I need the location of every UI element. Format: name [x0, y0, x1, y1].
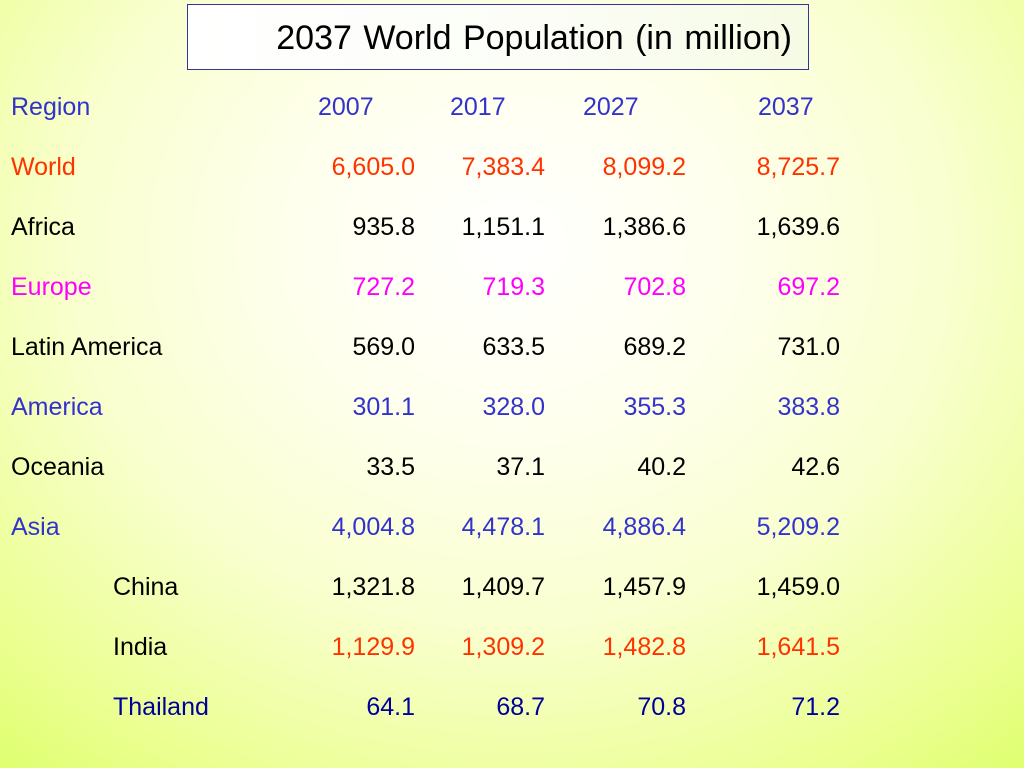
value-cell: 71.2	[791, 693, 840, 721]
region-label: China	[113, 573, 179, 601]
value-cell: 727.2	[352, 273, 415, 301]
value-cell: 355.3	[623, 393, 686, 421]
value-cell: 697.2	[777, 273, 840, 301]
title-box: 2037 World Population (in million)	[187, 4, 809, 70]
value-cell: 5,209.2	[756, 513, 840, 541]
value-cell: 731.0	[777, 333, 840, 361]
value-cell: 1,482.8	[602, 633, 686, 661]
value-cell: 8,099.2	[602, 153, 686, 181]
region-label: Thailand	[113, 693, 209, 721]
value-cell: 1,409.7	[461, 573, 545, 601]
header-year: 2037	[758, 93, 814, 121]
page-title: 2037 World Population (in million)	[276, 19, 792, 57]
value-cell: 935.8	[352, 213, 415, 241]
value-cell: 70.8	[637, 693, 686, 721]
value-cell: 37.1	[496, 453, 545, 481]
value-cell: 64.1	[366, 693, 415, 721]
region-label: Africa	[11, 213, 75, 241]
region-label: World	[11, 153, 76, 181]
value-cell: 1,129.9	[331, 633, 415, 661]
region-label: Europe	[11, 273, 92, 301]
region-label: Latin America	[11, 333, 163, 361]
region-label: India	[113, 633, 168, 661]
value-cell: 383.8	[777, 393, 840, 421]
value-cell: 1,386.6	[602, 213, 686, 241]
value-cell: 301.1	[352, 393, 415, 421]
header-year: 2007	[318, 93, 374, 121]
value-cell: 42.6	[791, 453, 840, 481]
region-label: Oceania	[11, 453, 105, 481]
value-cell: 6,605.0	[331, 153, 415, 181]
value-cell: 328.0	[482, 393, 545, 421]
value-cell: 4,886.4	[602, 513, 686, 541]
value-cell: 7,383.4	[461, 153, 545, 181]
value-cell: 1,151.1	[461, 213, 545, 241]
value-cell: 689.2	[623, 333, 686, 361]
header-year: 2027	[583, 93, 639, 121]
value-cell: 1,641.5	[756, 633, 840, 661]
header-year: 2017	[450, 93, 506, 121]
value-cell: 4,004.8	[331, 513, 415, 541]
header-region: Region	[11, 93, 91, 121]
value-cell: 1,459.0	[756, 573, 840, 601]
region-label: America	[11, 393, 103, 421]
value-cell: 1,457.9	[602, 573, 686, 601]
value-cell: 702.8	[623, 273, 686, 301]
value-cell: 40.2	[637, 453, 686, 481]
value-cell: 719.3	[482, 273, 545, 301]
value-cell: 1,639.6	[756, 213, 840, 241]
value-cell: 33.5	[366, 453, 415, 481]
value-cell: 68.7	[496, 693, 545, 721]
value-cell: 8,725.7	[756, 153, 840, 181]
value-cell: 569.0	[352, 333, 415, 361]
value-cell: 633.5	[482, 333, 545, 361]
region-label: Asia	[11, 513, 60, 541]
value-cell: 4,478.1	[461, 513, 545, 541]
value-cell: 1,309.2	[461, 633, 545, 661]
value-cell: 1,321.8	[331, 573, 415, 601]
